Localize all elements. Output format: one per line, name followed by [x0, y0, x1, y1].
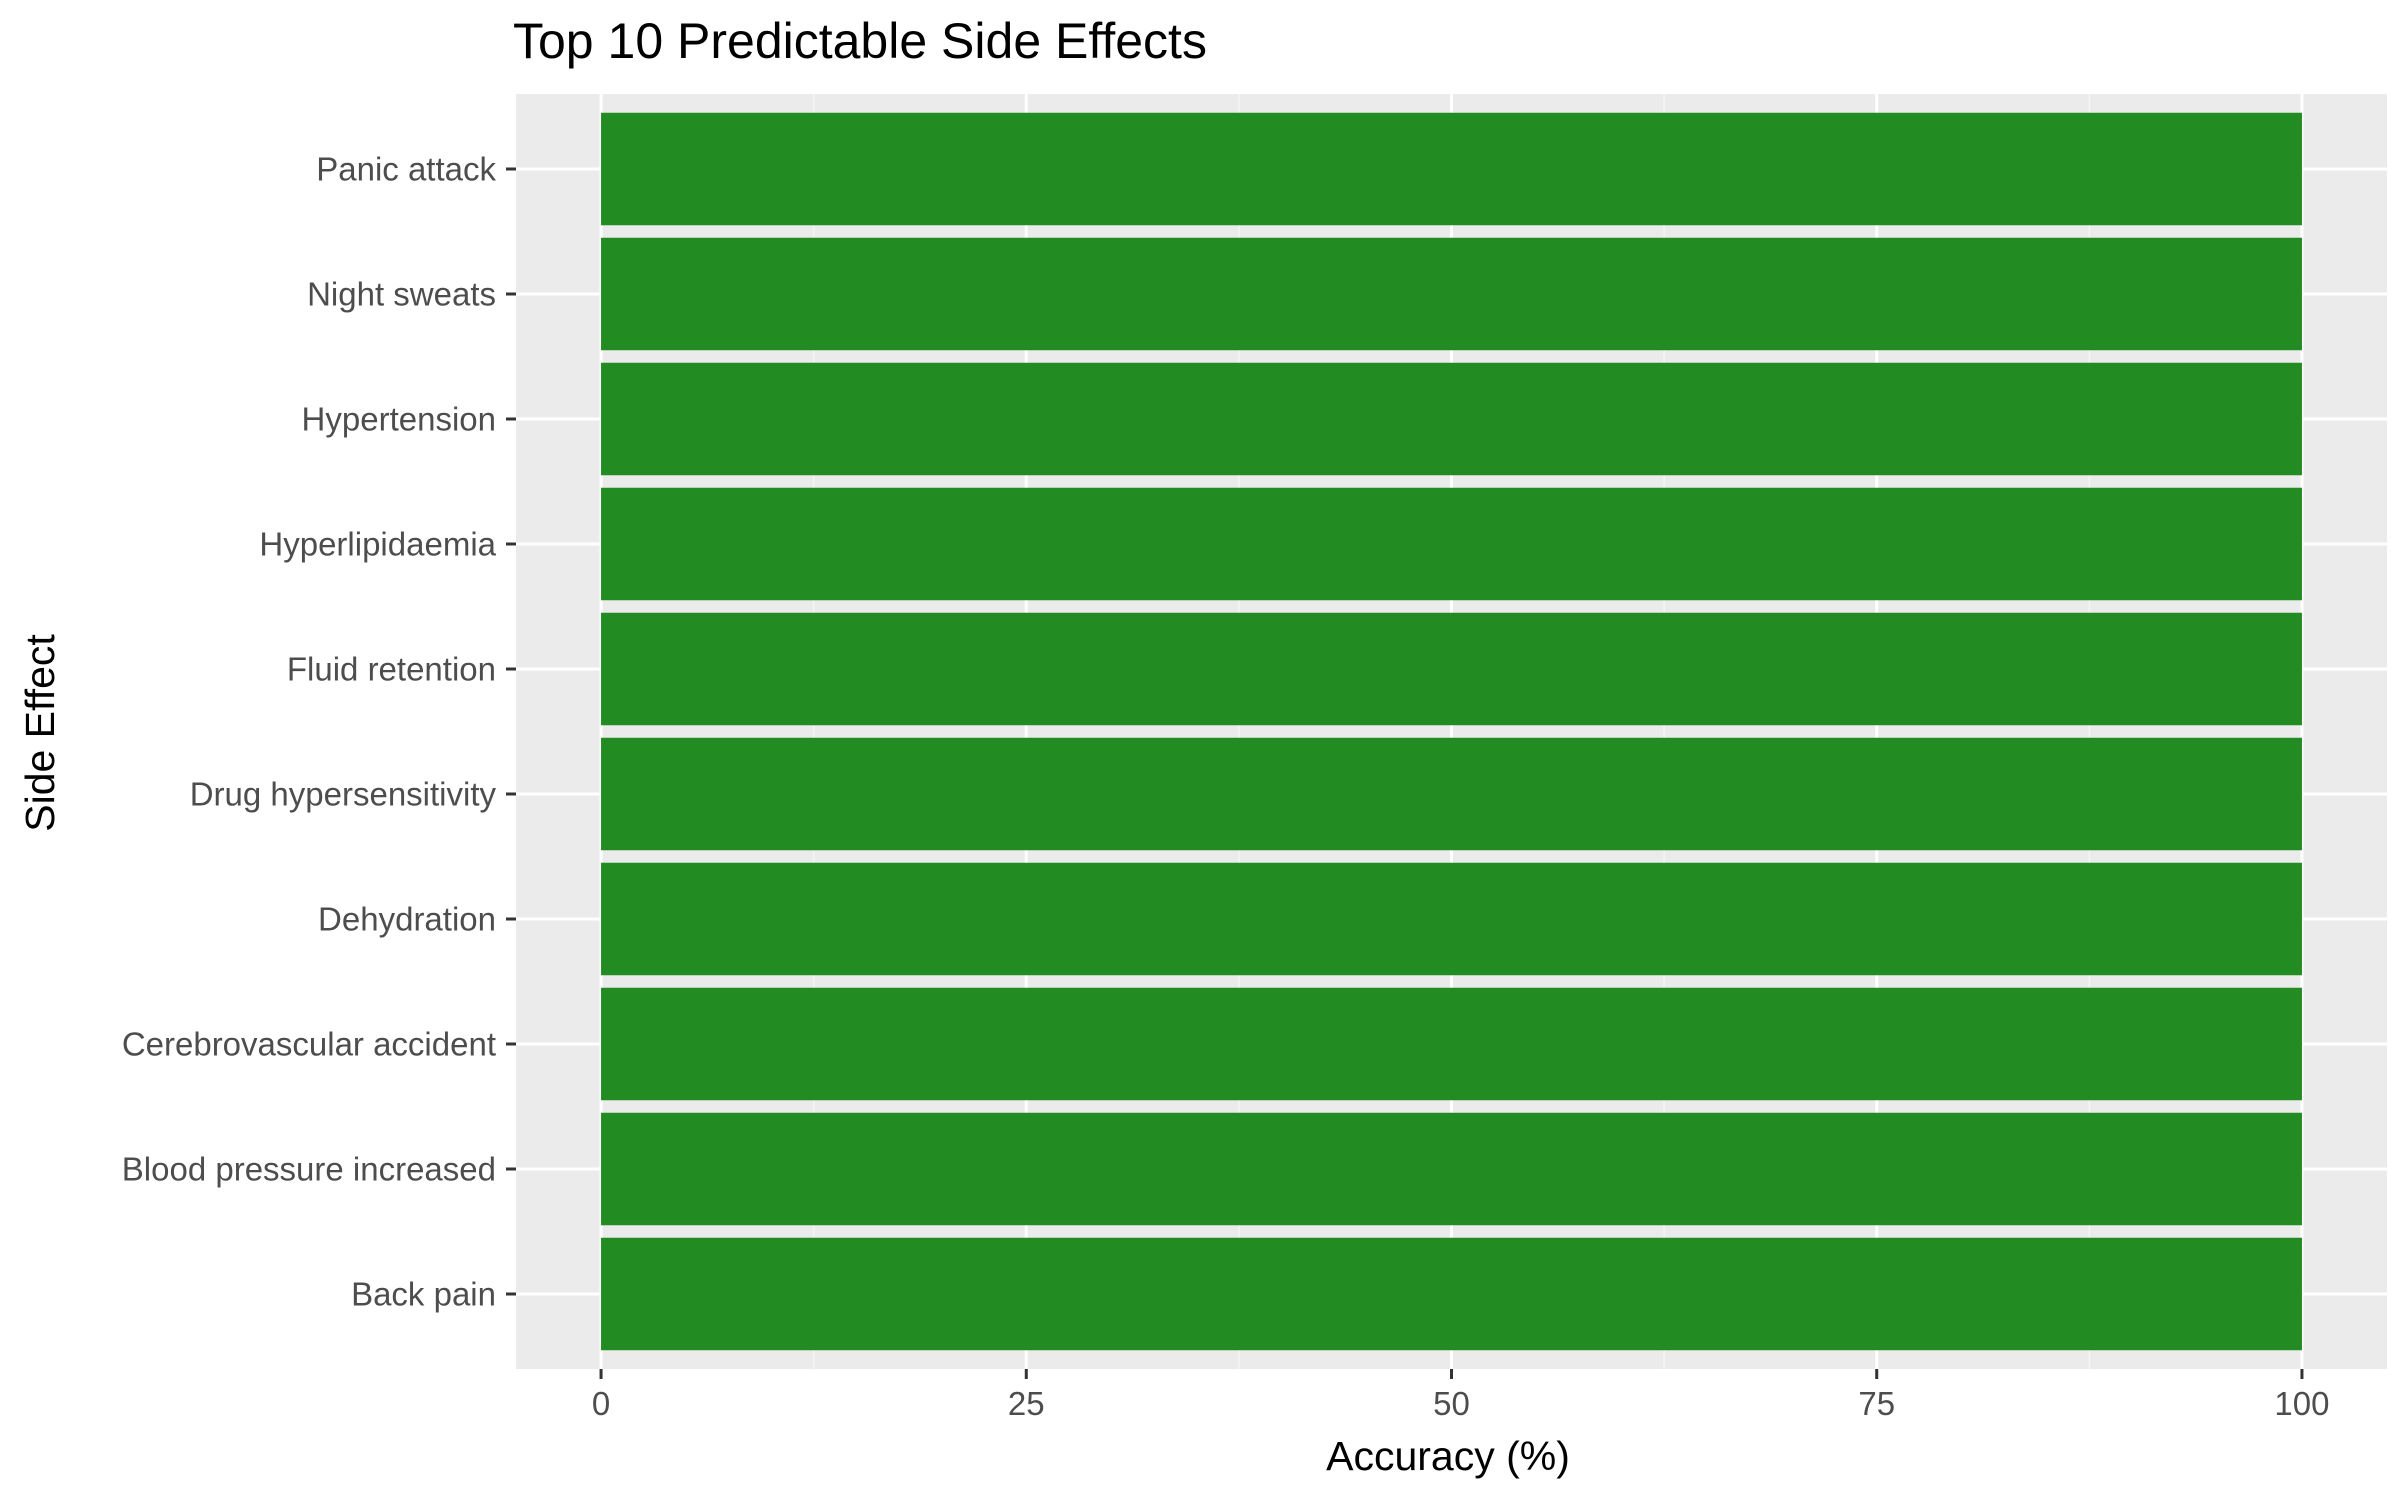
y-tick-label: Back pain [351, 1276, 496, 1313]
bar [601, 1237, 2302, 1351]
y-tick-label: Fluid retention [287, 651, 496, 688]
bar [601, 487, 2302, 601]
y-tick-label: Blood pressure increased [122, 1151, 496, 1188]
y-tick-label: Panic attack [316, 151, 496, 188]
x-tick-label: 0 [592, 1385, 610, 1422]
bar [601, 737, 2302, 851]
x-tick-label: 50 [1433, 1385, 1470, 1422]
bar [601, 362, 2302, 476]
y-tick-label: Drug hypersensitivity [190, 776, 497, 813]
chart-title: Top 10 Predictable Side Effects [513, 13, 1207, 69]
bar [601, 237, 2302, 351]
bar [601, 987, 2302, 1101]
x-axis-title: Accuracy (%) [1326, 1433, 1570, 1479]
y-tick-label: Cerebrovascular accident [122, 1026, 496, 1063]
x-tick-label: 100 [2274, 1385, 2329, 1422]
bar [601, 612, 2302, 726]
y-tick-label: Hypertension [302, 401, 496, 438]
y-axis-title: Side Effect [17, 634, 63, 832]
y-tick-label: Night sweats [307, 276, 496, 313]
y-tick-label: Dehydration [318, 901, 496, 938]
bar [601, 1112, 2302, 1226]
bar [601, 862, 2302, 976]
bar [601, 112, 2302, 226]
plot-panel [516, 94, 2387, 1369]
y-tick-label: Hyperlipidaemia [259, 526, 496, 563]
x-tick-label: 25 [1008, 1385, 1045, 1422]
x-tick-label: 75 [1858, 1385, 1895, 1422]
